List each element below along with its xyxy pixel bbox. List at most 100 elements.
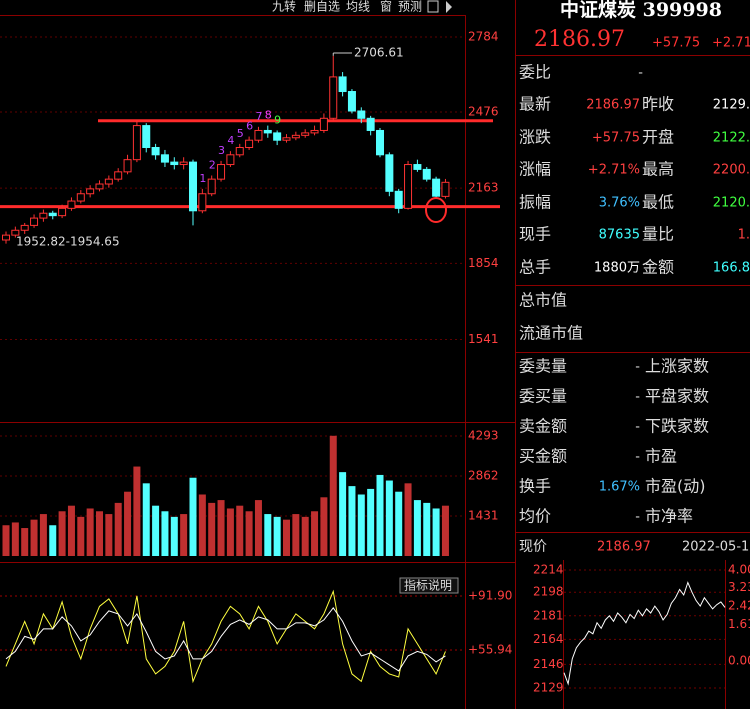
volume-bar bbox=[385, 480, 393, 556]
volume-bar bbox=[245, 511, 253, 556]
candle-body bbox=[132, 125, 141, 161]
candle-body bbox=[123, 159, 132, 173]
candle-body bbox=[263, 129, 272, 134]
high-label: 2706.61 bbox=[354, 46, 404, 60]
quote-value: 2120. bbox=[713, 196, 750, 211]
quote-value: - bbox=[635, 360, 640, 375]
volume-bar bbox=[311, 511, 319, 556]
y2-tick-label: 1.61 bbox=[728, 617, 750, 631]
quote-value: 2200. bbox=[713, 163, 750, 178]
content: 九转 删自选 均线窗预测278424762163185415412706.61195… bbox=[0, 0, 750, 694]
volume-bar bbox=[77, 516, 85, 556]
quote-value: 3.76% bbox=[599, 196, 640, 211]
range-label: 1952.82-1954.65 bbox=[16, 235, 120, 249]
candle-body bbox=[2, 234, 10, 241]
volume-bar bbox=[208, 502, 216, 556]
toolbar-button[interactable]: 窗 bbox=[380, 0, 392, 14]
nine-turn-label: 6 bbox=[246, 120, 253, 133]
candle-body bbox=[226, 154, 235, 166]
candle-body bbox=[254, 129, 263, 141]
volume-bar bbox=[348, 486, 356, 556]
y-tick-label: 1854 bbox=[468, 256, 499, 270]
y-tick-label: 1541 bbox=[468, 332, 499, 346]
volume-bar bbox=[161, 511, 169, 556]
quote-label: 总市值 bbox=[519, 291, 567, 310]
quote-label: 最低 bbox=[642, 193, 674, 212]
candle-body bbox=[170, 161, 179, 166]
quote-value: - bbox=[635, 390, 640, 405]
y2-tick-label: 4.00 bbox=[728, 563, 750, 577]
toolbar-icon[interactable] bbox=[446, 1, 452, 13]
nine-turn-label: 8 bbox=[265, 109, 272, 122]
quote-value: - bbox=[638, 66, 643, 81]
candle-body bbox=[207, 178, 216, 195]
quote-value: 1880万 bbox=[594, 261, 640, 276]
candle-body bbox=[385, 154, 394, 192]
indicator-button[interactable] bbox=[399, 577, 459, 594]
nine-turn-label: 4 bbox=[227, 134, 234, 147]
volume-bar bbox=[96, 511, 103, 556]
quote-label: 平盘家数 bbox=[645, 387, 709, 406]
nine-turn-label: 7 bbox=[255, 110, 262, 123]
quote-label: 现手 bbox=[519, 225, 551, 244]
nine-turn-label: 5 bbox=[237, 127, 244, 140]
intraday-line bbox=[563, 581, 726, 686]
candle-body bbox=[198, 193, 207, 212]
quote-label: 市盈(动) bbox=[645, 477, 706, 496]
candle-body bbox=[48, 212, 57, 217]
volume-bar bbox=[21, 528, 29, 556]
candle-body bbox=[282, 137, 291, 141]
toolbar-button[interactable]: 均线 bbox=[346, 0, 370, 14]
candle-body bbox=[20, 224, 29, 231]
volume-bar bbox=[273, 516, 281, 556]
y-tick-label: +55.94 bbox=[468, 643, 512, 657]
quote-label: 委卖量 bbox=[519, 357, 567, 376]
intraday-label: 现价 bbox=[519, 539, 547, 555]
y-tick-label: 1431 bbox=[468, 509, 499, 523]
quote-label: 开盘 bbox=[642, 128, 674, 147]
toolbar-icon[interactable] bbox=[427, 0, 439, 13]
toolbar-button[interactable]: 删自选 bbox=[304, 0, 340, 14]
nine-turn-label: 9 bbox=[274, 113, 281, 126]
candle-body bbox=[86, 188, 95, 195]
quote-value: - bbox=[635, 420, 640, 435]
y-tick-label: 2476 bbox=[468, 104, 499, 118]
candle-body bbox=[329, 76, 338, 119]
volume-bar bbox=[395, 491, 403, 556]
candle-body bbox=[58, 207, 67, 217]
candle-body bbox=[39, 212, 48, 219]
volume-bar bbox=[105, 514, 113, 556]
candle-body bbox=[404, 164, 413, 209]
quote-title: 中证煤炭 399998 bbox=[560, 0, 722, 21]
quote-label: 卖金额 bbox=[519, 417, 567, 436]
toolbar-button[interactable]: 九转 bbox=[272, 0, 296, 14]
quote-label: 委买量 bbox=[519, 387, 567, 406]
quote-value: 166.8 bbox=[713, 261, 750, 276]
quote-pct: +2.71% bbox=[712, 36, 750, 51]
volume-bar bbox=[152, 505, 160, 556]
volume-bar bbox=[142, 483, 150, 556]
toolbar-button[interactable]: 预测 bbox=[398, 0, 422, 14]
quote-label: 金额 bbox=[642, 258, 674, 277]
quote-label: 换手 bbox=[519, 477, 551, 496]
y-tick-label: 2862 bbox=[468, 469, 499, 483]
candle-body bbox=[160, 154, 169, 163]
highlight-circle bbox=[425, 197, 447, 223]
volume-bar bbox=[432, 508, 440, 556]
quote-value: 1. bbox=[738, 228, 750, 243]
volume-bar bbox=[217, 500, 225, 556]
volume-bar bbox=[133, 466, 141, 556]
volume-bar bbox=[339, 472, 347, 556]
volume-bar bbox=[86, 508, 94, 556]
volume-bar bbox=[124, 491, 132, 556]
volume-bar bbox=[404, 483, 412, 556]
quote-label: 最新 bbox=[519, 95, 551, 114]
y-tick-label: 4293 bbox=[468, 429, 499, 443]
quote-label: 下跌家数 bbox=[645, 417, 709, 436]
volume-bar bbox=[292, 514, 300, 556]
volume-bar bbox=[264, 514, 272, 556]
quote-value: 1.67% bbox=[599, 480, 640, 495]
volume-bar bbox=[189, 477, 197, 556]
